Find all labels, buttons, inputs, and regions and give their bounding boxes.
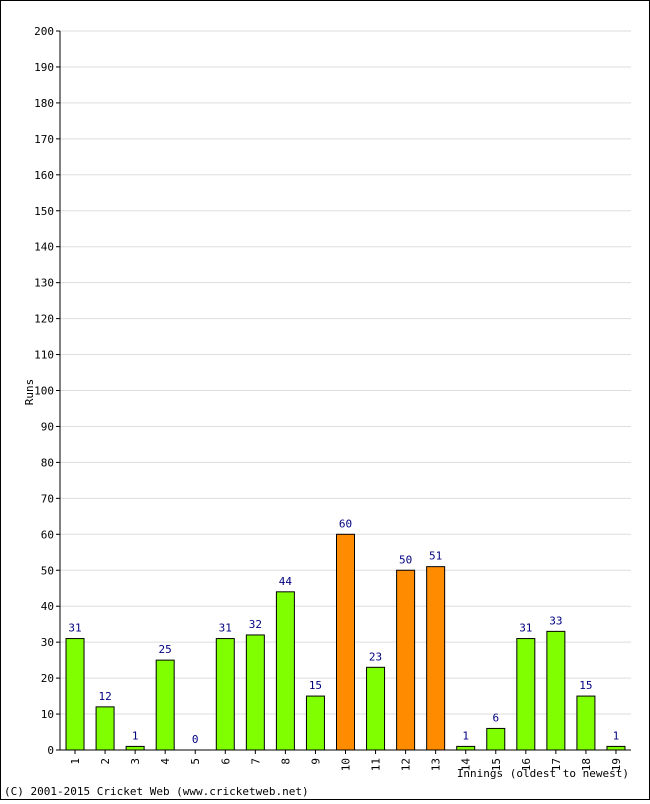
value-label: 15: [579, 679, 592, 692]
bar: [65, 638, 85, 751]
value-label: 51: [429, 550, 442, 563]
value-label: 12: [98, 690, 111, 703]
x-tick-label: 18: [580, 758, 593, 771]
value-label: 1: [132, 729, 139, 742]
x-tick-label: 19: [610, 758, 623, 771]
bar: [215, 638, 235, 751]
value-label: 31: [68, 622, 81, 635]
x-tick-label: 11: [370, 758, 383, 771]
grid-lines: [60, 30, 631, 715]
x-tick-label: 3: [129, 758, 142, 765]
y-axis-ticks: 0 10 20 30 40 50 60 70 80 90 100 110 120 130 140 150 160…: [34, 25, 60, 757]
x-tick-label: 7: [249, 758, 262, 765]
x-tick-label: 2: [99, 758, 112, 765]
bar: [366, 666, 386, 751]
x-tick-label: 10: [340, 758, 353, 771]
bar: [95, 706, 115, 751]
bar: [606, 745, 626, 751]
y-tick-label: 140: [34, 241, 54, 254]
x-tick-label: 8: [279, 758, 292, 765]
y-tick-label: 60: [41, 528, 54, 541]
value-label: 32: [249, 618, 262, 631]
y-axis-label: Runs: [23, 379, 36, 406]
bar: [486, 727, 506, 751]
bar: [516, 638, 536, 751]
bars: [65, 533, 626, 751]
y-tick-label: 130: [34, 277, 54, 290]
y-tick-label: 90: [41, 420, 54, 433]
copyright-footer: (C) 2001-2015 Cricket Web (www.cricketwe…: [4, 785, 309, 798]
y-tick-label: 180: [34, 97, 54, 110]
x-tick-label: 16: [520, 758, 533, 771]
value-label: 31: [219, 622, 232, 635]
y-tick-label: 50: [41, 564, 54, 577]
bar: [245, 634, 265, 751]
value-label: 23: [369, 650, 382, 663]
y-tick-label: 120: [34, 313, 54, 326]
value-label: 25: [159, 643, 172, 656]
value-label: 1: [462, 729, 469, 742]
x-tick-label: 14: [460, 758, 473, 772]
y-tick-label: 20: [41, 672, 54, 685]
y-tick-label: 0: [47, 744, 54, 757]
bar: [125, 745, 145, 751]
x-tick-label: 12: [400, 758, 413, 771]
value-label: 33: [549, 614, 562, 627]
x-axis-ticks: 1 2 3 4 5 6 7 8 9 10 11 12 13 14 15 16 17 18 19: [69, 750, 623, 771]
x-axis-label: Innings (oldest to newest): [457, 767, 629, 780]
value-label: 60: [339, 517, 352, 530]
value-label: 1: [613, 729, 620, 742]
bar: [426, 566, 446, 751]
y-tick-label: 40: [41, 600, 54, 613]
y-tick-label: 200: [34, 25, 54, 38]
x-tick-label: 1: [69, 758, 82, 765]
x-tick-label: 4: [159, 758, 172, 765]
value-labels: 31 12 1 25 0 31 32 44 15 60 23 50 51 1 6 31 33 15 1: [68, 517, 619, 746]
y-tick-label: 80: [41, 456, 54, 469]
x-tick-label: 6: [219, 758, 232, 765]
y-tick-label: 150: [34, 205, 54, 218]
value-label: 0: [192, 733, 199, 746]
value-label: 31: [519, 622, 532, 635]
y-tick-label: 100: [34, 385, 54, 398]
y-tick-label: 170: [34, 133, 54, 146]
x-tick-label: 13: [430, 758, 443, 771]
y-tick-label: 10: [41, 708, 54, 721]
y-tick-label: 30: [41, 636, 54, 649]
bar: [396, 569, 416, 751]
value-label: 15: [309, 679, 322, 692]
y-tick-label: 70: [41, 492, 54, 505]
x-tick-label: 15: [490, 758, 503, 771]
bar: [336, 533, 355, 751]
x-tick-label: 5: [189, 758, 202, 765]
y-tick-label: 160: [34, 169, 54, 182]
value-label: 6: [492, 711, 499, 724]
bar: [456, 745, 476, 751]
bar: [155, 659, 175, 751]
y-tick-label: 190: [34, 61, 54, 74]
value-label: 44: [279, 575, 293, 588]
x-tick-label: 17: [550, 758, 563, 771]
y-tick-label: 110: [34, 349, 54, 362]
x-tick-label: 9: [309, 758, 322, 765]
bar: [275, 591, 295, 751]
bar: [546, 630, 566, 751]
value-label: 50: [399, 553, 412, 566]
bar: [576, 695, 596, 751]
bar: [305, 695, 325, 751]
